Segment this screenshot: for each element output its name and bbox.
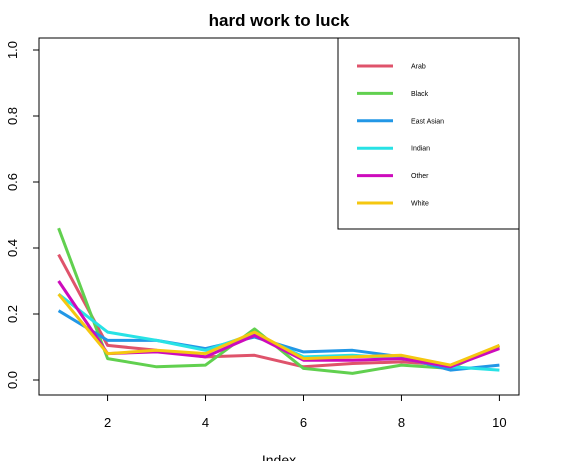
chart-title: hard work to luck xyxy=(209,11,350,30)
legend-box xyxy=(337,37,520,230)
x-tick-label: 10 xyxy=(492,415,506,430)
legend-label-east-asian: East Asian xyxy=(411,118,444,125)
y-axis: 0.0 0.2 0.4 0.6 0.8 1.0 xyxy=(5,41,39,389)
legend: Arab Black East Asian Indian Other White xyxy=(337,37,520,230)
y-tick-label: 0.0 xyxy=(5,371,20,389)
legend-label-white: White xyxy=(411,201,429,208)
y-tick-label: 0.4 xyxy=(5,239,20,257)
x-axis-label: Index xyxy=(262,452,296,461)
y-tick-label: 1.0 xyxy=(5,41,20,59)
x-tick-label: 6 xyxy=(300,415,307,430)
series-line-white xyxy=(57,293,500,367)
x-tick-label: 2 xyxy=(104,415,111,430)
x-tick-label: 4 xyxy=(202,415,209,430)
y-tick-label: 0.2 xyxy=(5,305,20,323)
series-line-indian xyxy=(57,293,500,372)
y-tick-label: 0.8 xyxy=(5,107,20,125)
x-axis: 2 4 6 8 10 xyxy=(104,395,507,430)
legend-label-arab: Arab xyxy=(411,64,426,71)
legend-label-other: Other xyxy=(411,173,429,180)
x-tick-label: 8 xyxy=(398,415,405,430)
y-tick-label: 0.6 xyxy=(5,173,20,191)
series-lines xyxy=(57,227,501,375)
legend-label-indian: Indian xyxy=(411,146,430,153)
legend-label-black: Black xyxy=(411,91,429,98)
